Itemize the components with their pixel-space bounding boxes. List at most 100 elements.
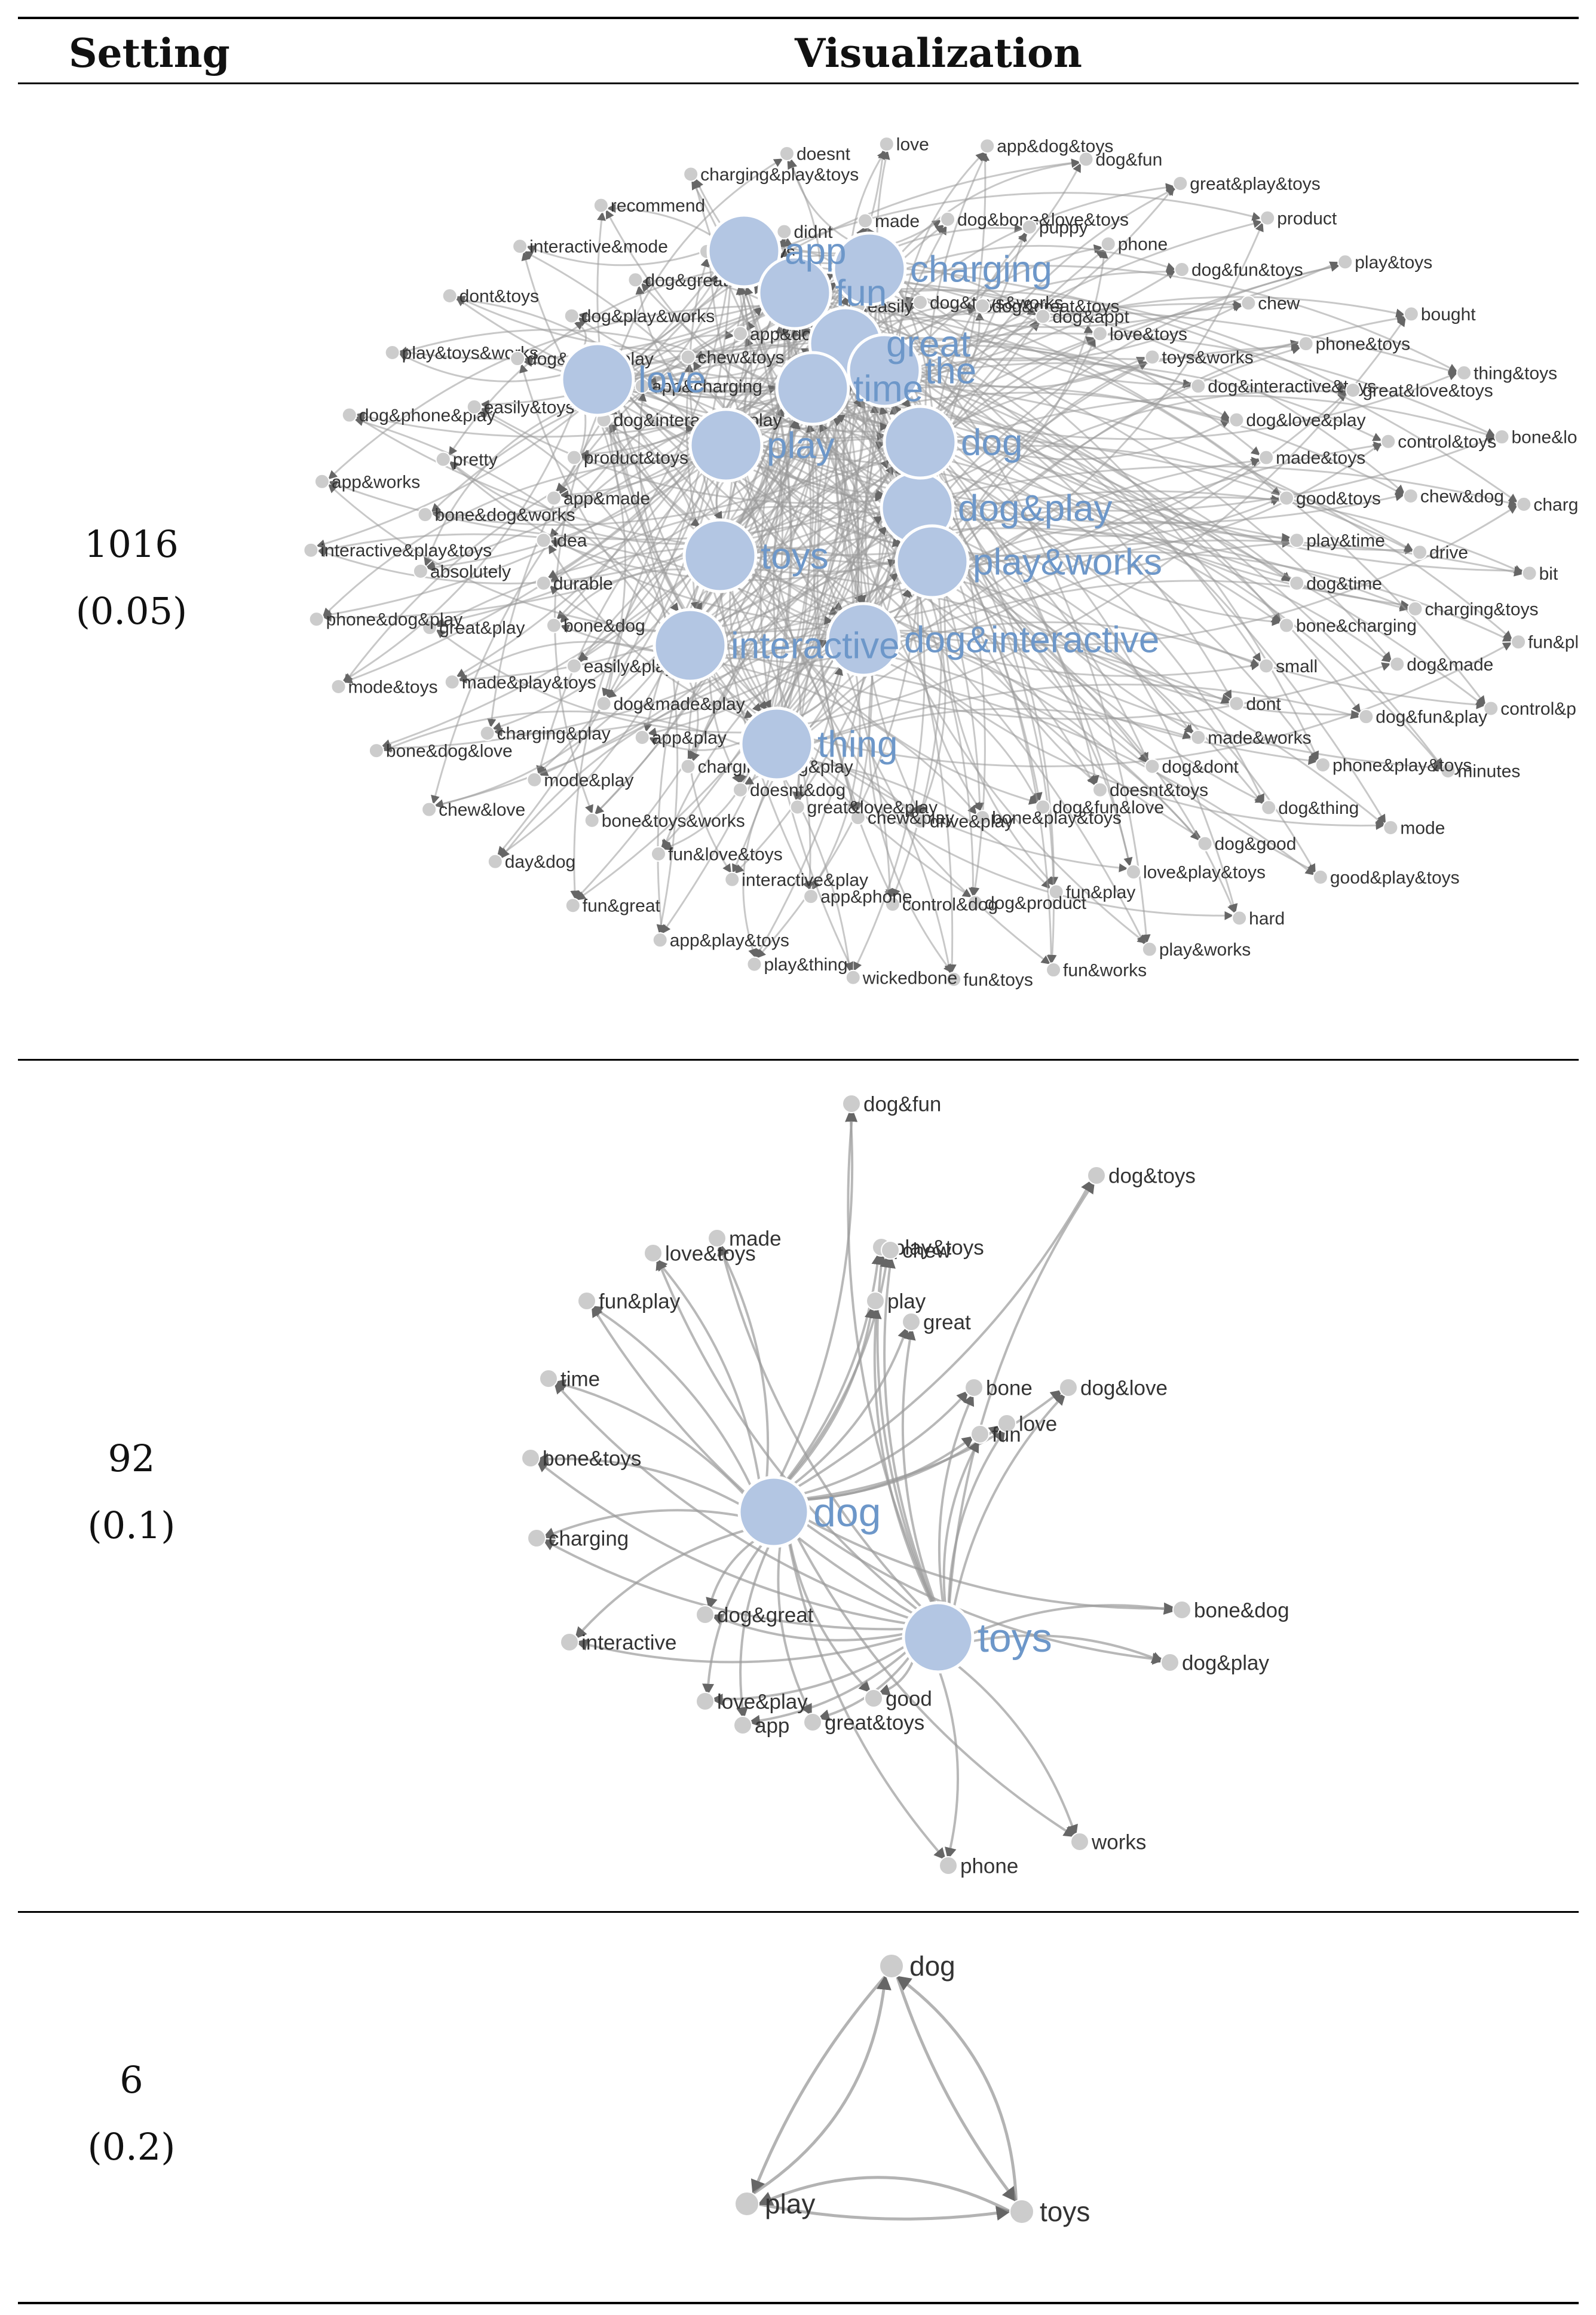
edge	[553, 1382, 910, 1619]
edge	[750, 459, 890, 539]
edge	[554, 415, 598, 814]
edge	[952, 1393, 1066, 1607]
leaf-node-works	[1070, 1832, 1089, 1851]
leaf-label-hard: hard	[1249, 909, 1285, 929]
leaf-node-dont	[1229, 696, 1245, 712]
edge	[778, 249, 835, 265]
leaf-label-dog-and-good: dog&good	[1215, 834, 1297, 854]
leaf-label-recommend: recommend	[611, 196, 705, 216]
leaf-node-made-and-works	[1190, 729, 1206, 745]
edge	[938, 1671, 959, 1860]
edge	[877, 183, 1175, 329]
leaf-node-absolutely	[412, 563, 428, 579]
edge	[608, 424, 698, 529]
edge	[868, 673, 953, 973]
edge	[548, 544, 750, 721]
leaf-label-chew-and-love: chew&love	[439, 800, 525, 820]
leaf-node-charging-and-dog	[1516, 496, 1532, 512]
leaf-node-dog-and-phone-and-play	[341, 407, 357, 423]
edge	[788, 1306, 877, 1482]
hub-label-dog-and-play: dog&play	[958, 488, 1113, 529]
leaf-label-made-and-toys: made&toys	[1276, 448, 1365, 468]
edge	[756, 594, 919, 959]
edge	[710, 1645, 906, 1706]
leaf-node-charging-and-dog-and-play	[680, 758, 696, 774]
edge	[737, 419, 799, 525]
edge	[713, 672, 754, 719]
leaf-node-bone-and-play-and-toys	[975, 810, 991, 826]
edge	[963, 314, 1406, 546]
leaf-label-day-and-dog: day&dog	[505, 852, 575, 872]
edge	[943, 595, 1055, 886]
edge	[553, 1379, 745, 1495]
leaf-label-durable: durable	[553, 574, 613, 593]
edge	[322, 451, 887, 622]
leaf-label-time: time	[560, 1367, 600, 1391]
leaf-label-great-and-toys: great&toys	[825, 1711, 924, 1734]
leaf-label-app-and-dog-and-toys: app&dog&toys	[997, 137, 1113, 157]
leaf-label-pretty: pretty	[453, 450, 498, 470]
edge	[846, 1109, 934, 1604]
edge	[748, 1650, 908, 1727]
leaf-node-fun-and-works	[1046, 962, 1062, 978]
leaf-label-great: great	[923, 1310, 971, 1334]
edge	[893, 294, 1319, 761]
leaf-label-app-and-made: app&made	[563, 489, 650, 509]
leaf-node-love-and-play	[696, 1692, 715, 1711]
leaf-label-control-and-play: control&play	[1500, 699, 1577, 719]
leaf-node-doesnt-and-toys	[1092, 782, 1108, 798]
leaf-node-control-and-play	[1483, 700, 1499, 716]
leaf-label-play-and-toys: play&toys	[893, 1236, 984, 1259]
leaf-node-play-and-thing	[746, 956, 762, 972]
edge	[788, 1542, 946, 1860]
hub-label-love: love	[638, 360, 706, 401]
edge	[889, 663, 1039, 803]
leaf-node-phone-and-dog-and-play	[308, 611, 324, 627]
leaf-node-easily-and-toys	[466, 399, 482, 415]
edge	[734, 540, 902, 874]
leaf-label-great-and-play-and-toys: great&play&toys	[1190, 174, 1320, 194]
leaf-label-mode-and-toys: mode&toys	[348, 677, 438, 697]
edge	[750, 573, 834, 625]
leaf-node-chew	[1240, 295, 1257, 311]
leaf-label-dog-and-fun: dog&fun	[1096, 150, 1163, 170]
leaf-node-great-and-toys	[803, 1713, 822, 1732]
setting-threshold: (0.1)	[87, 1503, 176, 1547]
leaf-label-bone-and-charging: bone&charging	[1296, 616, 1417, 636]
edge	[917, 384, 1513, 640]
leaf-node-bone-and-love-and-toys	[1494, 429, 1510, 445]
network-graph-6: dog play toys	[734, 1950, 1090, 2227]
edge	[880, 344, 1230, 419]
leaf-node-charging-and-toys	[1407, 601, 1423, 617]
leaf-label-easily-and-toys: easily&toys	[484, 397, 575, 417]
edge	[944, 467, 1265, 804]
edge	[951, 387, 1347, 500]
edge	[750, 573, 1200, 841]
leaf-label-dog-and-bone-and-love-and-toys: dog&bone&love&toys	[957, 210, 1129, 229]
leaf-node-bone-and-dog-and-love	[368, 743, 384, 759]
edge	[901, 1328, 936, 1603]
leaf-node-app-and-play-and-toys	[652, 932, 668, 948]
leaf-node-fun-and-play	[577, 1291, 596, 1310]
edge	[648, 737, 742, 751]
leaf-node-dog-and-good-and-play	[510, 351, 526, 367]
leaf-node-dog-and-good	[1197, 835, 1213, 852]
leaf-node-time	[539, 1369, 558, 1388]
leaf-label-charging-and-toys: charging&toys	[1425, 599, 1538, 619]
edge	[757, 2176, 1011, 2213]
edge	[972, 1634, 1164, 1664]
leaf-node-interactive-and-play	[724, 871, 740, 887]
edge	[542, 1539, 905, 1631]
hub-label-charging: charging	[910, 249, 1052, 290]
leaf-label-chew-and-play: chew&play	[868, 809, 954, 828]
leaf-label-bone-and-play-and-toys: bone&play&toys	[992, 809, 1122, 828]
leaf-label-bone-and-dog-and-love: bone&dog&love	[386, 742, 513, 761]
edge	[448, 270, 715, 457]
edge	[436, 629, 743, 734]
leaf-label-idea: idea	[553, 531, 587, 551]
row-rule-2	[18, 1911, 1579, 1913]
leaf-node-great	[902, 1312, 921, 1331]
edge	[903, 400, 1238, 913]
leaf-label-phone: phone	[960, 1854, 1018, 1878]
leaf-label-didnt: didnt	[794, 222, 833, 242]
